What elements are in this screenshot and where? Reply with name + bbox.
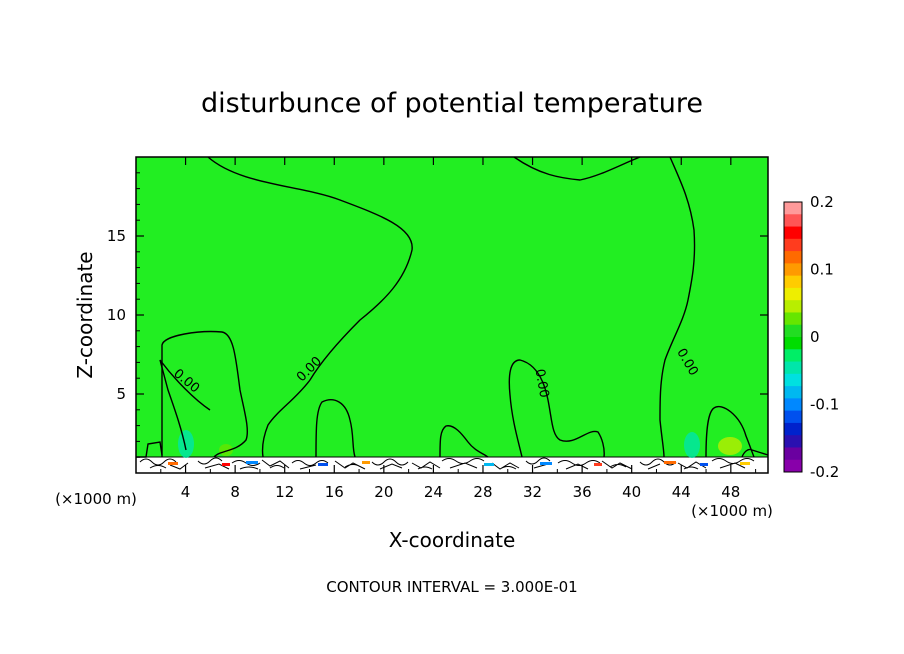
colorbar-swatch (784, 312, 802, 326)
colorbar-swatch (784, 410, 802, 424)
contour-interval-text: CONTOUR INTERVAL = 3.000E-01 (326, 578, 577, 596)
colorbar-swatch (784, 226, 802, 240)
colorbar-swatch (784, 361, 802, 375)
near-surface-patches (178, 430, 742, 458)
colorbar-tick-label: 0 (810, 328, 820, 346)
colorbar-swatch (784, 263, 802, 277)
surface-layer (136, 457, 768, 473)
colorbar-ticks: 0.2 0.1 0 -0.1 -0.2 (810, 193, 839, 481)
colorbar-swatch (784, 251, 802, 264)
colorbar-swatch (784, 337, 802, 350)
y-tick-label: 5 (116, 385, 126, 403)
colorbar-tick-label: 0.2 (810, 193, 834, 211)
colorbar-swatch (784, 459, 802, 473)
colorbar-frame (783, 201, 803, 473)
x-tick-label: 36 (573, 483, 592, 501)
colorbar-swatch (784, 275, 802, 289)
x-tick-label: 16 (325, 483, 344, 501)
colorbar-swatch (784, 324, 802, 338)
colorbar-swatch (784, 238, 802, 252)
y-tick-label: 15 (107, 227, 126, 245)
x-tick-label: 8 (230, 483, 240, 501)
colorbar-swatch (784, 373, 802, 387)
colorbar-swatch (784, 422, 802, 436)
colorbar-tick-label: -0.2 (810, 463, 839, 481)
colorbar-swatch (784, 287, 802, 301)
x-tick-label: 40 (622, 483, 641, 501)
colorbar-tick-label: -0.1 (810, 396, 839, 414)
x-unit-label: (×1000 m) (691, 502, 773, 520)
y-tick-label: 10 (107, 306, 126, 324)
y-axis-ticks: 5 10 15 (107, 172, 768, 458)
colorbar-swatch (784, 386, 802, 399)
contour-label: 0.00 (532, 368, 552, 399)
chart-title: disturbunce of potential temperature (201, 88, 703, 119)
zero-contours (136, 156, 769, 458)
colorbar-swatch (784, 214, 802, 228)
x-axis-label: X-coordinate (389, 528, 516, 552)
colorbar-tick-label: 0.1 (810, 261, 834, 279)
x-tick-label: 32 (523, 483, 542, 501)
y-axis-label: Z-coordinate (73, 251, 97, 378)
colorbar-swatch (784, 202, 802, 215)
colorbar-swatch (784, 398, 802, 412)
x-tick-label: 48 (721, 483, 740, 501)
x-tick-label: 12 (275, 483, 294, 501)
x-tick-label: 4 (181, 483, 191, 501)
colorbar-swatch (784, 447, 802, 461)
x-tick-label: 28 (473, 483, 492, 501)
x-tick-label: 20 (374, 483, 393, 501)
surface-color-patches (168, 461, 750, 466)
colorbar-swatch (784, 349, 802, 363)
colorbar (783, 201, 803, 473)
x-tick-label: 44 (672, 483, 691, 501)
x-tick-label: 24 (424, 483, 443, 501)
colorbar-swatch (784, 435, 802, 448)
field-background (136, 157, 768, 473)
colorbar-swatch (784, 300, 802, 313)
y-unit-label: (×1000 m) (55, 490, 137, 508)
x-axis-ticks: 4 8 12 16 20 24 28 32 36 40 44 48 (160, 157, 757, 501)
plot-area: 0.00 0.00 0.00 0.00 (135, 156, 769, 474)
